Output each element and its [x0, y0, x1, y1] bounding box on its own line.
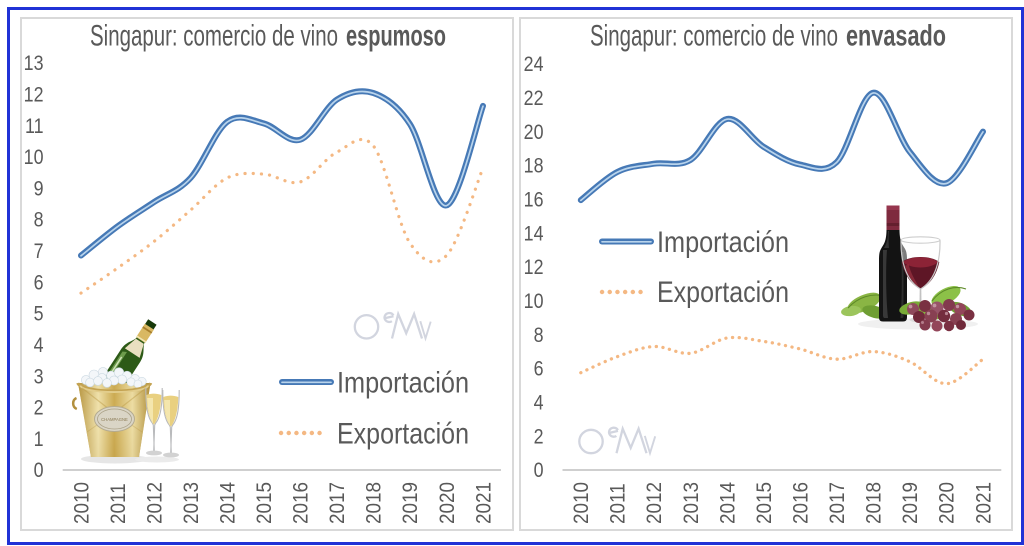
svg-text:24: 24 — [524, 53, 544, 77]
svg-text:6: 6 — [534, 357, 544, 381]
svg-text:2: 2 — [534, 425, 544, 449]
svg-text:2018: 2018 — [863, 482, 886, 524]
svg-text:12: 12 — [24, 83, 44, 107]
svg-text:Singapur: comercio de vino: Singapur: comercio de vino — [90, 20, 338, 53]
svg-text:2011: 2011 — [107, 483, 130, 524]
svg-text:2013: 2013 — [680, 482, 703, 524]
svg-text:CHAMPAGNE: CHAMPAGNE — [101, 417, 128, 422]
svg-text:5: 5 — [34, 302, 44, 326]
svg-text:2012: 2012 — [643, 482, 666, 524]
svg-text:13: 13 — [24, 52, 44, 76]
svg-text:2010: 2010 — [570, 482, 593, 524]
svg-text:4: 4 — [34, 334, 44, 358]
svg-text:2019: 2019 — [899, 482, 922, 524]
svg-text:2016: 2016 — [290, 482, 313, 524]
svg-text:6: 6 — [34, 271, 44, 295]
svg-text:envasado: envasado — [846, 20, 946, 53]
svg-text:16: 16 — [524, 188, 544, 212]
svg-text:18: 18 — [524, 154, 544, 178]
svg-text:2017: 2017 — [826, 482, 849, 524]
svg-text:2019: 2019 — [399, 482, 422, 524]
svg-text:Singapur: comercio de vino: Singapur: comercio de vino — [590, 20, 838, 53]
svg-text:espumoso: espumoso — [346, 20, 446, 53]
svg-text:2021: 2021 — [472, 482, 495, 524]
svg-text:2020: 2020 — [436, 482, 459, 524]
svg-text:Exportación: Exportación — [657, 276, 789, 309]
svg-text:2020: 2020 — [936, 482, 959, 524]
svg-text:8: 8 — [34, 208, 44, 232]
svg-text:22: 22 — [524, 87, 544, 111]
svg-text:2016: 2016 — [790, 482, 813, 524]
svg-text:1: 1 — [34, 428, 44, 452]
svg-text:Importación: Importación — [657, 226, 789, 259]
svg-text:4: 4 — [534, 391, 544, 415]
svg-text:2: 2 — [34, 396, 44, 420]
svg-text:2012: 2012 — [144, 482, 167, 524]
svg-text:0: 0 — [534, 459, 544, 483]
svg-text:2014: 2014 — [716, 482, 739, 524]
svg-text:Exportación: Exportación — [337, 418, 469, 451]
svg-text:2015: 2015 — [753, 482, 776, 524]
svg-text:2010: 2010 — [70, 482, 93, 524]
svg-text:2021: 2021 — [972, 482, 995, 524]
svg-text:2013: 2013 — [180, 482, 203, 524]
svg-text:Importación: Importación — [337, 367, 469, 400]
svg-text:10: 10 — [524, 290, 544, 314]
svg-text:10: 10 — [24, 146, 44, 170]
svg-text:2017: 2017 — [326, 482, 349, 524]
svg-text:2015: 2015 — [253, 482, 276, 524]
svg-text:0: 0 — [34, 459, 44, 483]
svg-text:14: 14 — [524, 222, 544, 246]
svg-text:8: 8 — [534, 323, 544, 347]
svg-text:9: 9 — [34, 177, 44, 201]
svg-text:2011: 2011 — [607, 483, 630, 524]
svg-text:2014: 2014 — [217, 482, 240, 524]
svg-text:20: 20 — [524, 120, 544, 144]
svg-text:11: 11 — [25, 114, 44, 138]
svg-text:12: 12 — [524, 256, 544, 280]
svg-text:2018: 2018 — [363, 482, 386, 524]
svg-text:3: 3 — [34, 365, 44, 389]
svg-text:7: 7 — [34, 240, 44, 264]
